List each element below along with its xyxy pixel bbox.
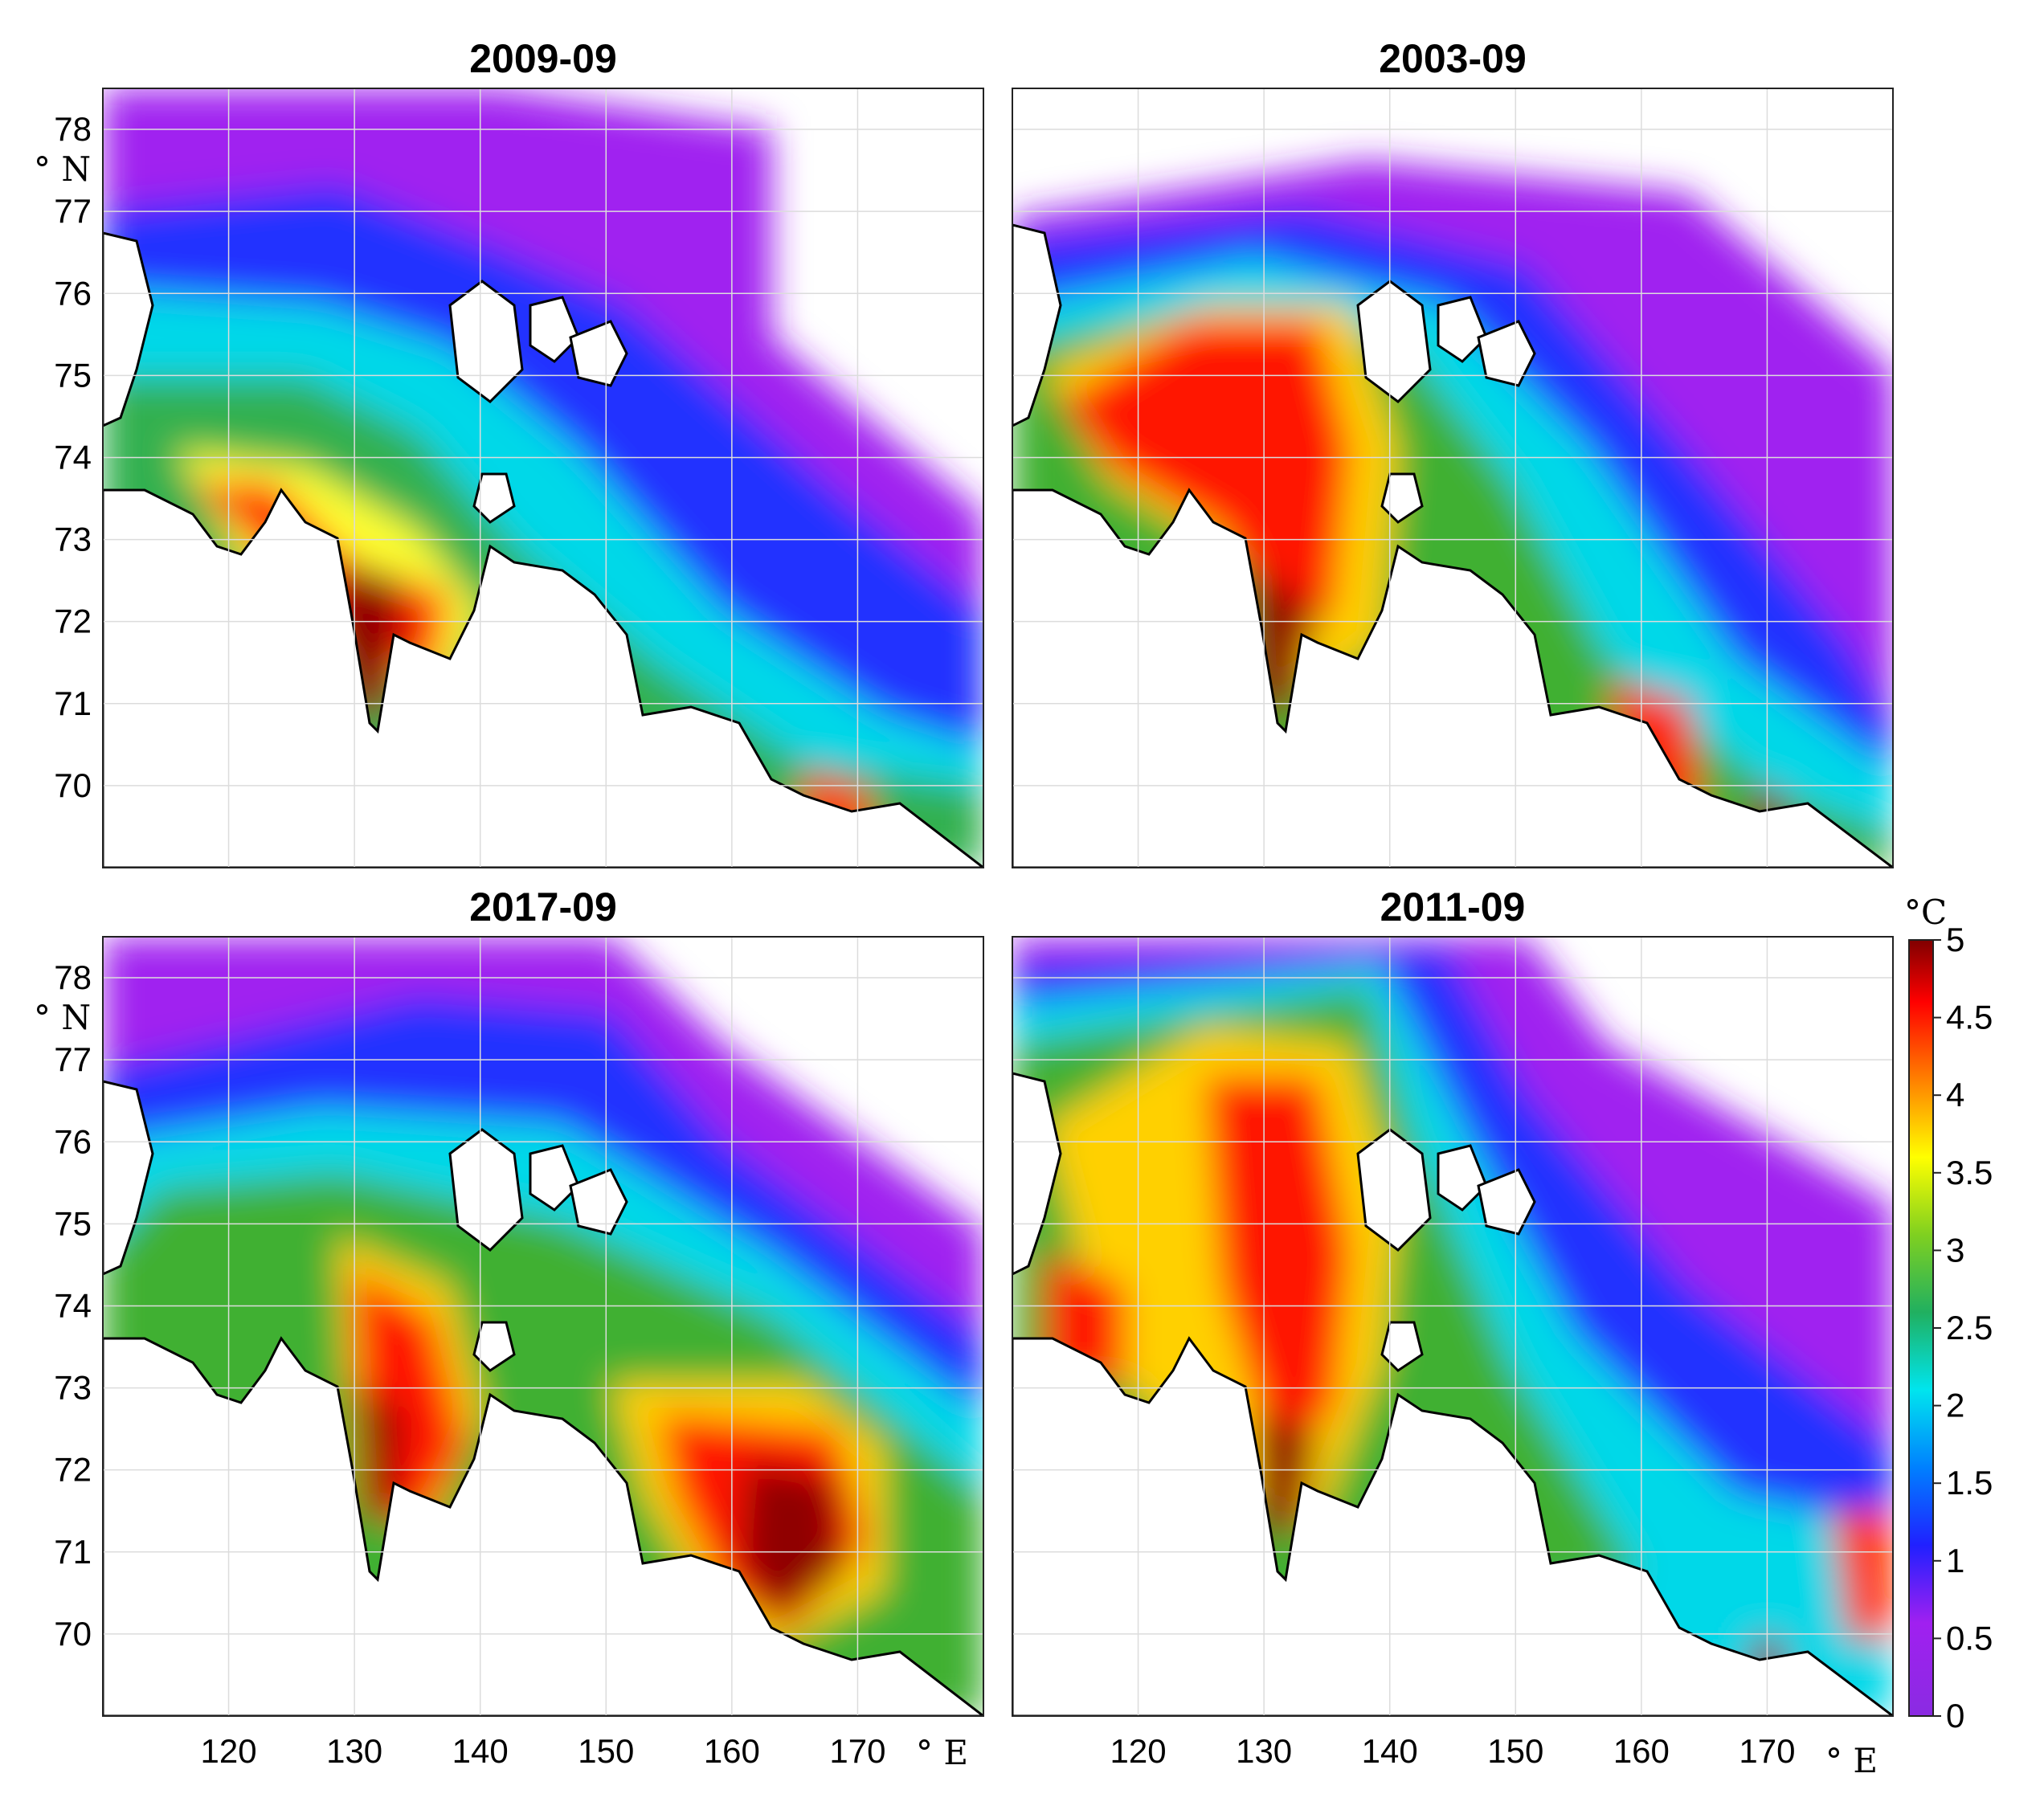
island bbox=[448, 280, 524, 403]
colorbar-gradient bbox=[1908, 939, 1934, 1717]
lat-tick-label: 72 bbox=[54, 603, 92, 640]
coastline bbox=[103, 488, 983, 868]
colorbar-ticks: 5 4.5 4 3.5 3 2.5 2 1.5 1 0.5 0 bbox=[1933, 921, 1993, 1734]
lat-unit-label-bottom: ° N bbox=[34, 998, 91, 1037]
map-panel-2017-09: 2017-09 bbox=[102, 885, 984, 1717]
colorbar-tick-label: 3.5 bbox=[1946, 1154, 1993, 1191]
colorbar-tick-label: 4 bbox=[1946, 1076, 1964, 1113]
island bbox=[472, 472, 516, 524]
lat-tick-label: 70 bbox=[54, 1615, 92, 1653]
lat-tick-labels-top: 78 77 76 75 74 73 72 71 70 bbox=[54, 110, 92, 804]
lon-tick-labels-right: 120 130 140 150 160 170 bbox=[1110, 1732, 1796, 1770]
island bbox=[1477, 320, 1536, 387]
lat-tick-label: 75 bbox=[54, 356, 92, 394]
lon-tick-label: 150 bbox=[1487, 1732, 1543, 1770]
grid-lon bbox=[227, 937, 859, 1716]
grid-lat bbox=[1012, 129, 1893, 787]
panel-title: 2009-09 bbox=[469, 36, 617, 81]
island bbox=[1380, 472, 1424, 524]
grid-lon bbox=[1137, 937, 1768, 1716]
island bbox=[1477, 1168, 1536, 1236]
lon-tick-label: 160 bbox=[704, 1732, 760, 1770]
lon-tick-label: 140 bbox=[452, 1732, 509, 1770]
lat-tick-label: 73 bbox=[54, 1369, 92, 1407]
panel-title: 2017-09 bbox=[469, 885, 617, 930]
colorbar: °C 5 4.5 4 3.5 3 2.5 2 1.5 1 0.5 0 bbox=[1904, 893, 1993, 1734]
coastline bbox=[103, 1336, 983, 1716]
island bbox=[448, 1128, 524, 1252]
lon-tick-label: 150 bbox=[578, 1732, 634, 1770]
sst-field bbox=[103, 937, 983, 1716]
grid-lon bbox=[1137, 88, 1768, 868]
island bbox=[529, 1144, 580, 1211]
map-panel-2009-09: 2009-09 bbox=[102, 36, 984, 868]
colorbar-unit: °C bbox=[1904, 893, 1947, 932]
panel-frame bbox=[102, 88, 984, 868]
colorbar-tick-label: 2.5 bbox=[1946, 1309, 1993, 1346]
lat-tick-label: 73 bbox=[54, 521, 92, 558]
lat-tick-label: 76 bbox=[54, 1122, 92, 1160]
lat-unit-label-top: ° N bbox=[34, 149, 91, 189]
lon-unit-label-right: ° E bbox=[1825, 1741, 1878, 1780]
coastline bbox=[103, 231, 154, 427]
lon-unit-label-left: ° E bbox=[916, 1733, 968, 1772]
lat-tick-label: 77 bbox=[54, 1040, 92, 1078]
grid-lat bbox=[103, 977, 983, 1635]
sst-field bbox=[103, 88, 983, 868]
colorbar-tick-label: 0.5 bbox=[1946, 1619, 1993, 1657]
map-panel-2003-09: 2003-09 bbox=[1012, 36, 1894, 868]
panel-title: 2003-09 bbox=[1379, 36, 1527, 81]
lat-tick-label: 78 bbox=[54, 110, 92, 148]
colorbar-tick-label: 1 bbox=[1946, 1542, 1964, 1579]
lat-tick-label: 74 bbox=[54, 438, 92, 476]
colorbar-tick-label: 1.5 bbox=[1946, 1464, 1993, 1502]
panel-frame bbox=[1012, 88, 1894, 868]
lat-tick-labels-bottom: 78 77 76 75 74 73 72 71 70 bbox=[54, 958, 92, 1653]
lat-tick-label: 70 bbox=[54, 766, 92, 804]
map-panel-2011-09: 2011-09 bbox=[1012, 885, 1894, 1717]
lon-tick-labels-left: 120 130 140 150 160 170 bbox=[201, 1732, 886, 1770]
lat-tick-label: 71 bbox=[54, 684, 92, 722]
lat-tick-label: 74 bbox=[54, 1286, 92, 1324]
colorbar-tick-label: 2 bbox=[1946, 1387, 1964, 1424]
lat-tick-label: 76 bbox=[54, 274, 92, 312]
coastline bbox=[1012, 488, 1893, 868]
colorbar-tick-label: 5 bbox=[1946, 921, 1964, 958]
island bbox=[472, 1321, 516, 1372]
panel-frame bbox=[102, 936, 984, 1717]
lat-tick-label: 77 bbox=[54, 192, 92, 230]
panel-title: 2011-09 bbox=[1380, 885, 1526, 930]
sst-field bbox=[1012, 161, 1893, 868]
lat-tick-label: 71 bbox=[54, 1533, 92, 1571]
lon-tick-label: 170 bbox=[1739, 1732, 1795, 1770]
island bbox=[529, 296, 580, 363]
colorbar-tick-label: 3 bbox=[1946, 1231, 1964, 1269]
lat-tick-label: 72 bbox=[54, 1451, 92, 1489]
island bbox=[569, 320, 628, 387]
lat-tick-label: 78 bbox=[54, 958, 92, 996]
island bbox=[1380, 1321, 1424, 1372]
lat-tick-label: 75 bbox=[54, 1204, 92, 1242]
lon-tick-label: 140 bbox=[1362, 1732, 1418, 1770]
island bbox=[1437, 296, 1488, 363]
coastline bbox=[103, 1080, 154, 1276]
coastline bbox=[1012, 1336, 1893, 1716]
colorbar-tick-label: 4.5 bbox=[1946, 999, 1993, 1036]
island bbox=[569, 1168, 628, 1236]
grid-lat bbox=[1012, 977, 1893, 1635]
grid-lon bbox=[227, 88, 859, 868]
lon-tick-label: 130 bbox=[1236, 1732, 1292, 1770]
lon-tick-label: 130 bbox=[326, 1732, 382, 1770]
lon-tick-label: 120 bbox=[201, 1732, 257, 1770]
grid-lat bbox=[103, 129, 983, 787]
lon-tick-label: 160 bbox=[1613, 1732, 1670, 1770]
island bbox=[1437, 1144, 1488, 1211]
colorbar-tick-label: 0 bbox=[1946, 1697, 1964, 1734]
lon-tick-label: 170 bbox=[829, 1732, 885, 1770]
lon-tick-label: 120 bbox=[1110, 1732, 1167, 1770]
panel-frame bbox=[1012, 936, 1894, 1717]
sst-field bbox=[1012, 937, 1893, 1716]
